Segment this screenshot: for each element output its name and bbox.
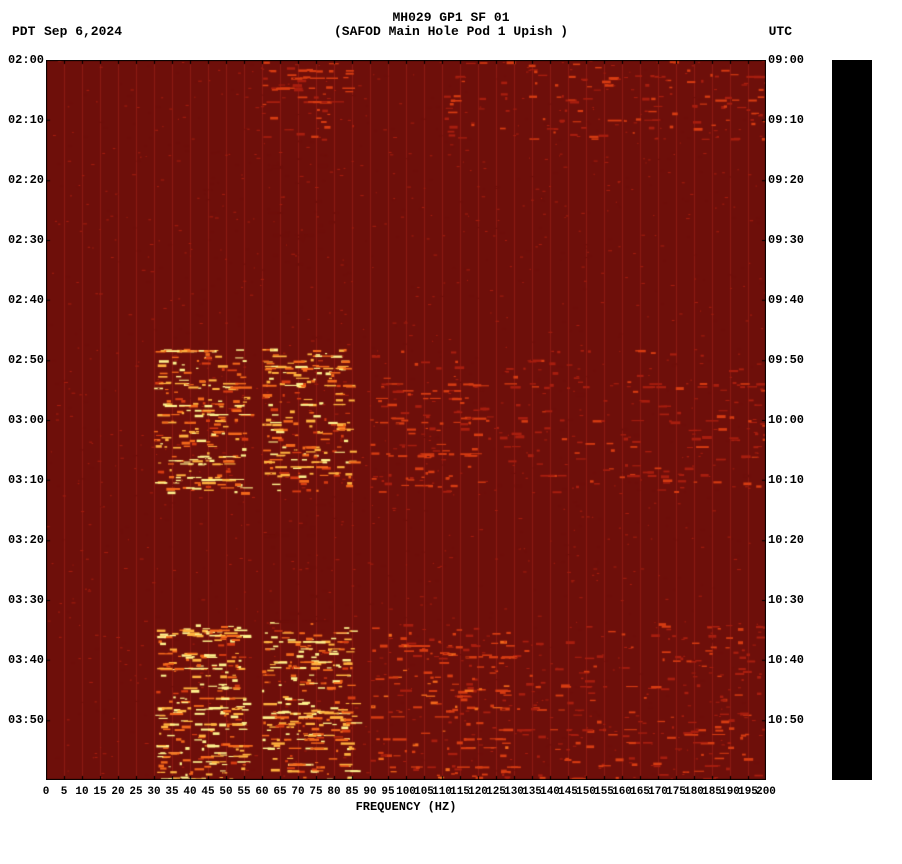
- y-right-tick: 10:30: [768, 593, 804, 607]
- y-left-tick: 02:30: [8, 233, 44, 247]
- y-right-tick: 10:40: [768, 653, 804, 667]
- colorbar: [832, 60, 872, 780]
- x-tick: 170: [648, 786, 668, 798]
- x-tick: 195: [738, 786, 758, 798]
- spectrogram-canvas: [46, 60, 766, 780]
- y-left-tick: 03:30: [8, 593, 44, 607]
- x-tick: 95: [381, 786, 394, 798]
- x-tick: 110: [432, 786, 452, 798]
- y-right-tick: 09:20: [768, 173, 804, 187]
- x-tick: 140: [540, 786, 560, 798]
- x-tick: 25: [129, 786, 142, 798]
- x-tick: 115: [450, 786, 470, 798]
- y-left-tick: 03:20: [8, 533, 44, 547]
- y-right-tick: 09:50: [768, 353, 804, 367]
- x-tick: 190: [720, 786, 740, 798]
- timezone-left-label: PDT: [12, 24, 35, 39]
- date-label: Sep 6,2024: [44, 24, 122, 39]
- x-tick: 130: [504, 786, 524, 798]
- y-right-tick: 09:30: [768, 233, 804, 247]
- y-right-tick: 10:10: [768, 473, 804, 487]
- x-tick: 50: [219, 786, 232, 798]
- x-tick: 35: [165, 786, 178, 798]
- x-tick: 40: [183, 786, 196, 798]
- y-right-tick: 09:10: [768, 113, 804, 127]
- x-tick: 30: [147, 786, 160, 798]
- chart-title-line1: MH029 GP1 SF 01: [0, 10, 902, 25]
- y-left-tick: 03:40: [8, 653, 44, 667]
- x-tick: 0: [43, 786, 50, 798]
- y-left-tick: 02:40: [8, 293, 44, 307]
- y-left-tick: 02:00: [8, 53, 44, 67]
- x-tick: 65: [273, 786, 286, 798]
- timezone-right-label: UTC: [769, 24, 792, 39]
- x-tick: 200: [756, 786, 776, 798]
- x-tick: 145: [558, 786, 578, 798]
- spectrogram-plot: [46, 60, 766, 780]
- x-tick: 75: [309, 786, 322, 798]
- x-tick: 20: [111, 786, 124, 798]
- x-tick: 150: [576, 786, 596, 798]
- x-axis: FREQUENCY (HZ) 05 10 15 20 25 30 35 40 45 50 55 60 6…: [46, 784, 766, 824]
- x-tick: 165: [630, 786, 650, 798]
- x-tick: 85: [345, 786, 358, 798]
- x-tick: 45: [201, 786, 214, 798]
- y-right-tick: 10:20: [768, 533, 804, 547]
- x-tick: 175: [666, 786, 686, 798]
- x-tick: 100: [396, 786, 416, 798]
- x-tick: 80: [327, 786, 340, 798]
- y-left-tick: 03:00: [8, 413, 44, 427]
- x-tick: 185: [702, 786, 722, 798]
- x-tick: 135: [522, 786, 542, 798]
- chart-header: MH029 GP1 SF 01 (SAFOD Main Hole Pod 1 U…: [0, 10, 902, 50]
- y-right-tick: 10:50: [768, 713, 804, 727]
- y-right-tick: 09:40: [768, 293, 804, 307]
- y-left-tick: 03:10: [8, 473, 44, 487]
- y-right-tick: 09:00: [768, 53, 804, 67]
- x-tick: 105: [414, 786, 434, 798]
- y-left-tick: 02:20: [8, 173, 44, 187]
- x-tick: 125: [486, 786, 506, 798]
- x-tick: 15: [93, 786, 106, 798]
- y-left-tick: 03:50: [8, 713, 44, 727]
- x-tick: 90: [363, 786, 376, 798]
- x-tick: 55: [237, 786, 250, 798]
- y-left-tick: 02:50: [8, 353, 44, 367]
- x-tick: 10: [75, 786, 88, 798]
- x-tick: 60: [255, 786, 268, 798]
- y-left-tick: 02:10: [8, 113, 44, 127]
- y-axis-right: 09:0009:1009:2009:3009:4009:5010:0010:10…: [766, 60, 810, 780]
- y-axis-left: 02:0002:1002:2002:3002:4002:5003:0003:10…: [2, 60, 46, 780]
- x-tick: 180: [684, 786, 704, 798]
- x-axis-label: FREQUENCY (HZ): [46, 800, 766, 814]
- x-tick: 155: [594, 786, 614, 798]
- y-right-tick: 10:00: [768, 413, 804, 427]
- x-tick: 5: [61, 786, 68, 798]
- x-tick: 120: [468, 786, 488, 798]
- x-tick: 160: [612, 786, 632, 798]
- x-tick: 70: [291, 786, 304, 798]
- chart-title-line2: (SAFOD Main Hole Pod 1 Upish ): [0, 24, 902, 39]
